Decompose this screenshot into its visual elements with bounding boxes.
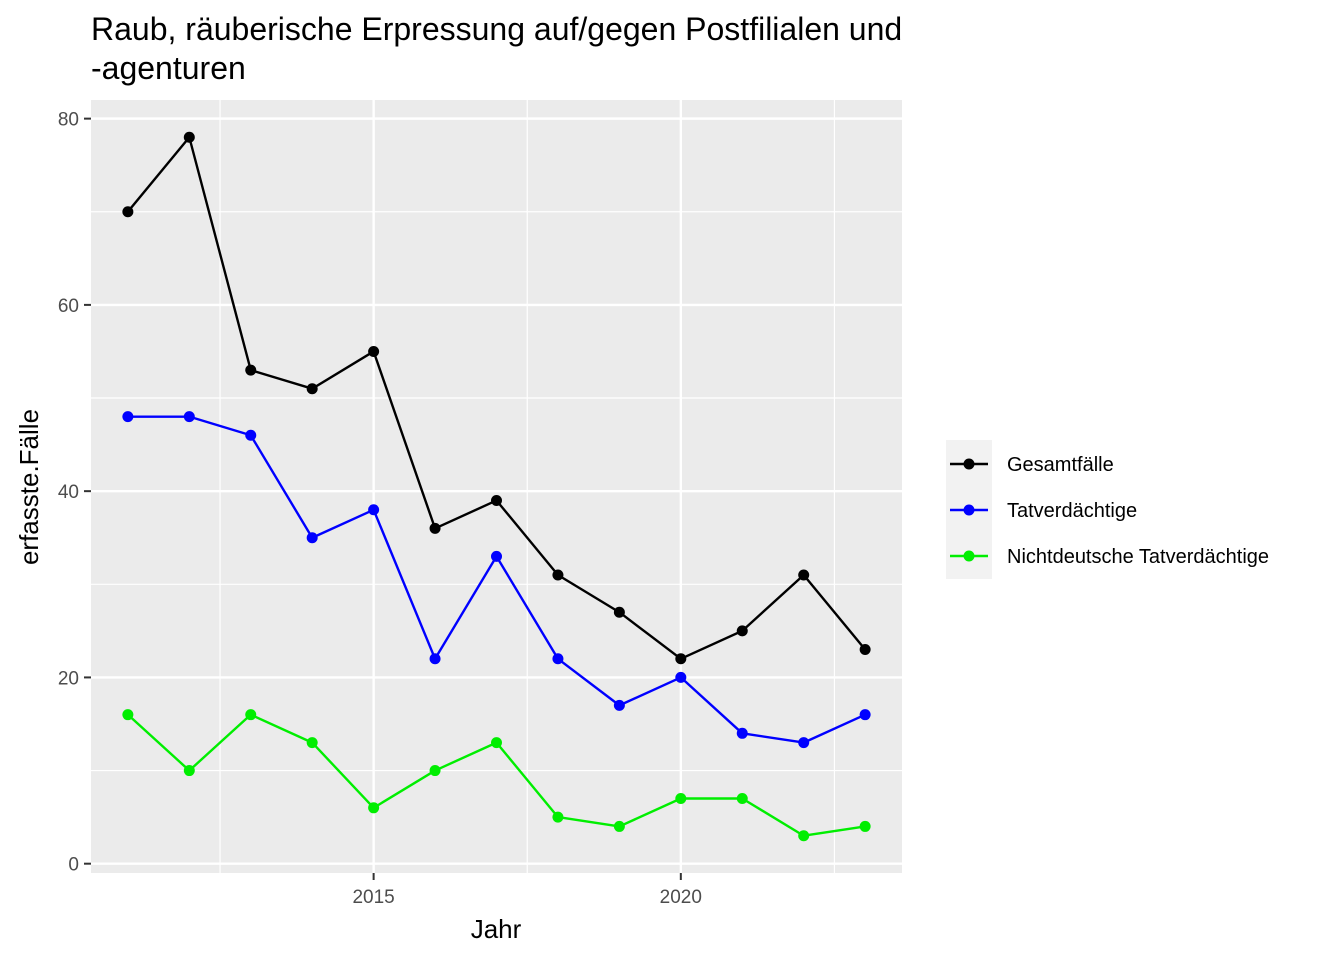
data-point: [368, 504, 380, 516]
data-point: [552, 569, 564, 581]
series-layer: [122, 131, 871, 842]
legend-key-point: [963, 504, 975, 516]
y-tick-label: 40: [58, 482, 79, 503]
legend-label: Tatverdächtige: [1007, 500, 1137, 522]
y-tick-label: 20: [58, 668, 79, 689]
data-point: [122, 411, 134, 423]
data-point: [245, 364, 257, 376]
data-point: [736, 625, 748, 637]
legend-key-point: [963, 550, 975, 562]
x-tick-label: 2015: [352, 887, 394, 908]
y-tick-label: 0: [68, 855, 79, 876]
data-point: [491, 550, 502, 562]
legend: Gesamtfälle Tatverdächtige Nichtdeutsche T…: [946, 440, 1269, 579]
data-point: [675, 792, 687, 804]
legend-label: Nichtdeutsche Tatverdächtige: [1007, 546, 1269, 568]
data-point: [245, 429, 257, 441]
data-point: [736, 792, 748, 804]
data-point: [368, 345, 380, 357]
axes: 0 20 40 60 80 2015 2020: [58, 110, 702, 908]
data-point: [736, 727, 748, 739]
data-point: [122, 709, 134, 721]
data-point: [859, 709, 871, 721]
chart-title-line-1: Raub, räuberische Erpressung auf/gegen P…: [91, 11, 902, 47]
plot-panel: [91, 100, 902, 873]
data-point: [613, 820, 625, 832]
data-point: [798, 737, 810, 749]
data-point: [552, 653, 564, 665]
data-point: [859, 643, 871, 655]
data-point: [798, 569, 810, 581]
data-point: [306, 383, 318, 395]
x-tick-label: 2020: [660, 887, 702, 908]
data-point: [122, 206, 134, 218]
data-point: [859, 820, 871, 832]
data-point: [429, 522, 441, 534]
data-point: [183, 765, 195, 777]
data-point: [613, 606, 625, 618]
y-tick-label: 60: [58, 296, 79, 317]
data-point: [798, 830, 810, 842]
y-tick-label: 80: [58, 110, 79, 131]
data-point: [675, 653, 687, 665]
major-gridlines: [91, 100, 902, 873]
data-point: [491, 494, 502, 506]
data-point: [613, 699, 625, 711]
y-axis-title: erfasste.Fälle: [14, 409, 44, 565]
data-point: [429, 653, 441, 665]
x-axis-title: Jahr: [471, 914, 522, 944]
data-point: [552, 811, 564, 823]
data-point: [245, 709, 257, 721]
legend-label: Gesamtfälle: [1007, 454, 1114, 476]
data-point: [183, 131, 195, 143]
data-point: [306, 737, 318, 749]
data-point: [491, 737, 502, 749]
data-point: [183, 411, 195, 423]
data-point: [368, 802, 380, 814]
minor-gridlines: [91, 100, 902, 873]
data-point: [675, 671, 687, 683]
data-point: [429, 765, 441, 777]
chart-title-line-2: -agenturen: [91, 50, 246, 86]
data-point: [306, 532, 318, 544]
legend-key-point: [963, 458, 975, 470]
